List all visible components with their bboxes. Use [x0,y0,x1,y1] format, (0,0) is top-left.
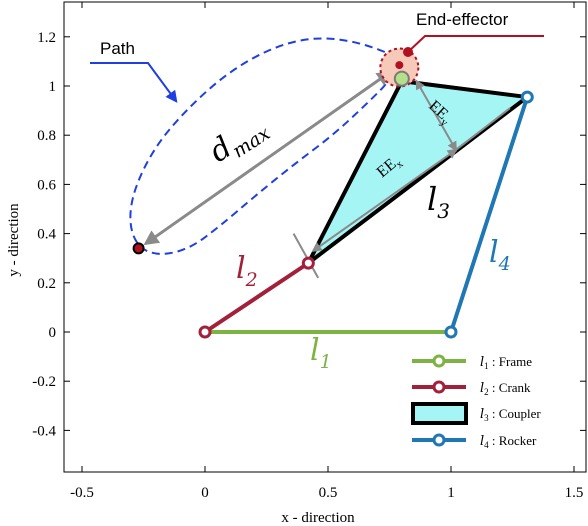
y-tick-label: -0.4 [32,423,56,439]
svg-text:l3 : Coupler: l3 : Coupler [480,406,541,423]
path-label: Path [100,39,135,58]
svg-text:l4 : Rocker: l4 : Rocker [480,433,537,450]
path-start-dot [132,242,145,255]
end-effector-callout-dot [403,47,413,57]
l2-label: l2 [236,251,258,291]
y-tick-label: 0.4 [37,227,56,243]
svg-text:l2 : Crank: l2 : Crank [480,380,531,397]
y-tick-label: 0.6 [37,177,56,193]
eex-dimension-arrow [311,148,458,252]
y-tick-label: 1.2 [37,30,56,46]
end-effector-label: End-effector [416,10,509,29]
x-tick-label: 1.5 [565,485,584,501]
dmax-label: dmax [203,108,274,173]
y-axis-label: y - direction [6,203,22,277]
axis-ticks: -0.5 0 0.5 1 1.5 -0.4 -0.2 0 0.2 0.4 0.6 0.8 1 1.2 [32,2,586,501]
rocker-link [449,96,530,333]
crank-link [203,261,310,334]
dmax-dimension-arrow [143,70,392,246]
end-effector-callout-line [407,35,544,53]
legend-item-coupler: l3 : Coupler [411,402,541,425]
eey-dimension-arrow [415,79,457,152]
extension-line [455,107,511,151]
x-axis-label: x - direction [281,510,355,526]
end-effector-red-dot [395,61,404,70]
y-tick-label: 0.2 [37,276,56,292]
crank-cross-tick [292,233,320,279]
legend-item-rocker: l4 : Rocker [412,433,537,450]
path-callout-arrow [90,62,178,103]
x-tick-label: 0 [201,485,209,501]
y-tick-label: -0.2 [32,374,56,390]
l3-label: l3 [427,180,450,223]
y-tick-label: 0.8 [37,128,56,144]
rocker-coupler-joint [520,90,534,104]
frame-joint-left [198,325,212,339]
x-tick-label: 0.5 [319,485,338,501]
legend: l1 : Frame l2 : Crank l3 : Coupler l4 : … [411,354,541,450]
y-tick-label: 1 [49,79,57,95]
plot-area [63,1,587,473]
crank-coupler-joint [301,256,315,270]
legend-item-crank: l2 : Crank [412,380,531,397]
l1-label: l1 [310,333,332,373]
x-tick-label: 1 [447,485,455,501]
legend-item-frame: l1 : Frame [412,354,532,371]
l4-label: l4 [489,235,511,275]
frame-joint-right [444,325,458,339]
x-tick-label: -0.5 [70,485,94,501]
end-effector-outer-dot [393,70,410,87]
svg-text:l1 : Frame: l1 : Frame [480,354,532,371]
y-tick-label: 0 [49,325,57,341]
